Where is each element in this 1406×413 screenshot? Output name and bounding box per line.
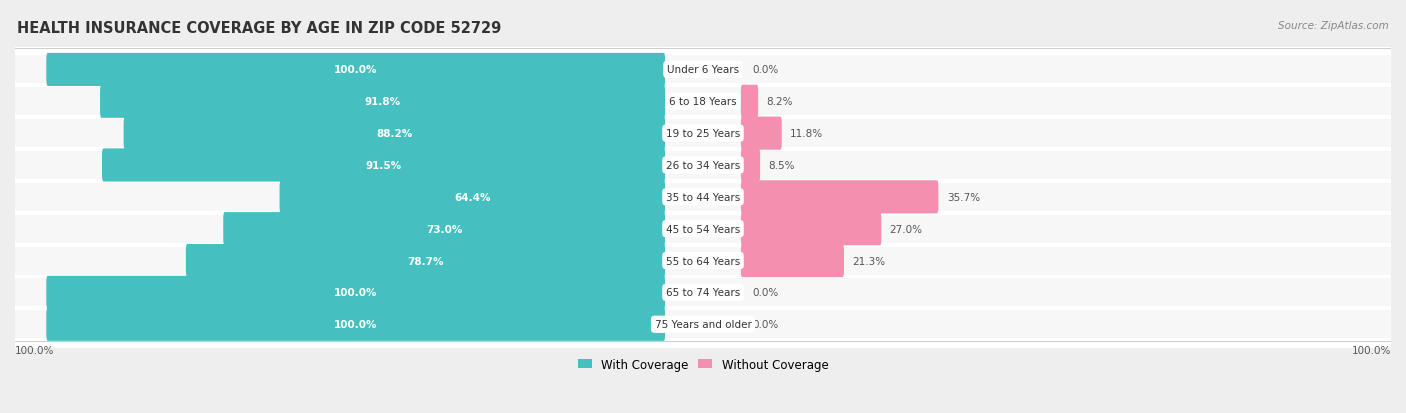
Text: 27.0%: 27.0% — [890, 224, 922, 234]
Text: 19 to 25 Years: 19 to 25 Years — [666, 129, 740, 139]
Bar — [15, 311, 1391, 338]
FancyBboxPatch shape — [46, 54, 665, 87]
Bar — [15, 279, 1391, 307]
Text: HEALTH INSURANCE COVERAGE BY AGE IN ZIP CODE 52729: HEALTH INSURANCE COVERAGE BY AGE IN ZIP … — [17, 21, 501, 36]
Text: 100.0%: 100.0% — [1351, 345, 1391, 356]
Text: Source: ZipAtlas.com: Source: ZipAtlas.com — [1278, 21, 1389, 31]
FancyBboxPatch shape — [46, 276, 665, 309]
Bar — [15, 215, 1391, 243]
Text: 100.0%: 100.0% — [335, 320, 377, 330]
FancyBboxPatch shape — [741, 181, 938, 214]
FancyBboxPatch shape — [46, 308, 665, 341]
Text: 45 to 54 Years: 45 to 54 Years — [666, 224, 740, 234]
Text: 78.7%: 78.7% — [408, 256, 444, 266]
FancyBboxPatch shape — [280, 181, 665, 214]
FancyBboxPatch shape — [741, 213, 882, 246]
Text: 73.0%: 73.0% — [426, 224, 463, 234]
Bar — [15, 88, 1391, 116]
Text: 35.7%: 35.7% — [946, 192, 980, 202]
Bar — [15, 152, 1391, 180]
Bar — [15, 247, 1391, 275]
FancyBboxPatch shape — [186, 244, 665, 278]
Text: 8.2%: 8.2% — [766, 97, 793, 107]
FancyBboxPatch shape — [741, 244, 844, 278]
Text: 6 to 18 Years: 6 to 18 Years — [669, 97, 737, 107]
FancyBboxPatch shape — [741, 149, 761, 182]
Text: 26 to 34 Years: 26 to 34 Years — [666, 161, 740, 171]
Bar — [15, 183, 1391, 211]
Text: 35 to 44 Years: 35 to 44 Years — [666, 192, 740, 202]
FancyBboxPatch shape — [103, 149, 665, 182]
FancyBboxPatch shape — [100, 85, 665, 119]
Text: 65 to 74 Years: 65 to 74 Years — [666, 288, 740, 298]
Legend: With Coverage, Without Coverage: With Coverage, Without Coverage — [572, 353, 834, 375]
Text: 75 Years and older: 75 Years and older — [655, 320, 751, 330]
Text: 0.0%: 0.0% — [752, 320, 779, 330]
Bar — [15, 120, 1391, 148]
Text: Under 6 Years: Under 6 Years — [666, 65, 740, 75]
Text: 21.3%: 21.3% — [852, 256, 886, 266]
Text: 64.4%: 64.4% — [454, 192, 491, 202]
Text: 0.0%: 0.0% — [752, 65, 779, 75]
Text: 8.5%: 8.5% — [769, 161, 794, 171]
Text: 100.0%: 100.0% — [15, 345, 55, 356]
Text: 11.8%: 11.8% — [790, 129, 824, 139]
Text: 91.8%: 91.8% — [364, 97, 401, 107]
Text: 100.0%: 100.0% — [335, 288, 377, 298]
Text: 100.0%: 100.0% — [335, 65, 377, 75]
Text: 0.0%: 0.0% — [752, 288, 779, 298]
FancyBboxPatch shape — [741, 85, 758, 119]
Bar — [15, 56, 1391, 84]
FancyBboxPatch shape — [741, 117, 782, 150]
Text: 55 to 64 Years: 55 to 64 Years — [666, 256, 740, 266]
Text: 91.5%: 91.5% — [366, 161, 402, 171]
Text: 88.2%: 88.2% — [377, 129, 412, 139]
FancyBboxPatch shape — [224, 213, 665, 246]
FancyBboxPatch shape — [124, 117, 665, 150]
